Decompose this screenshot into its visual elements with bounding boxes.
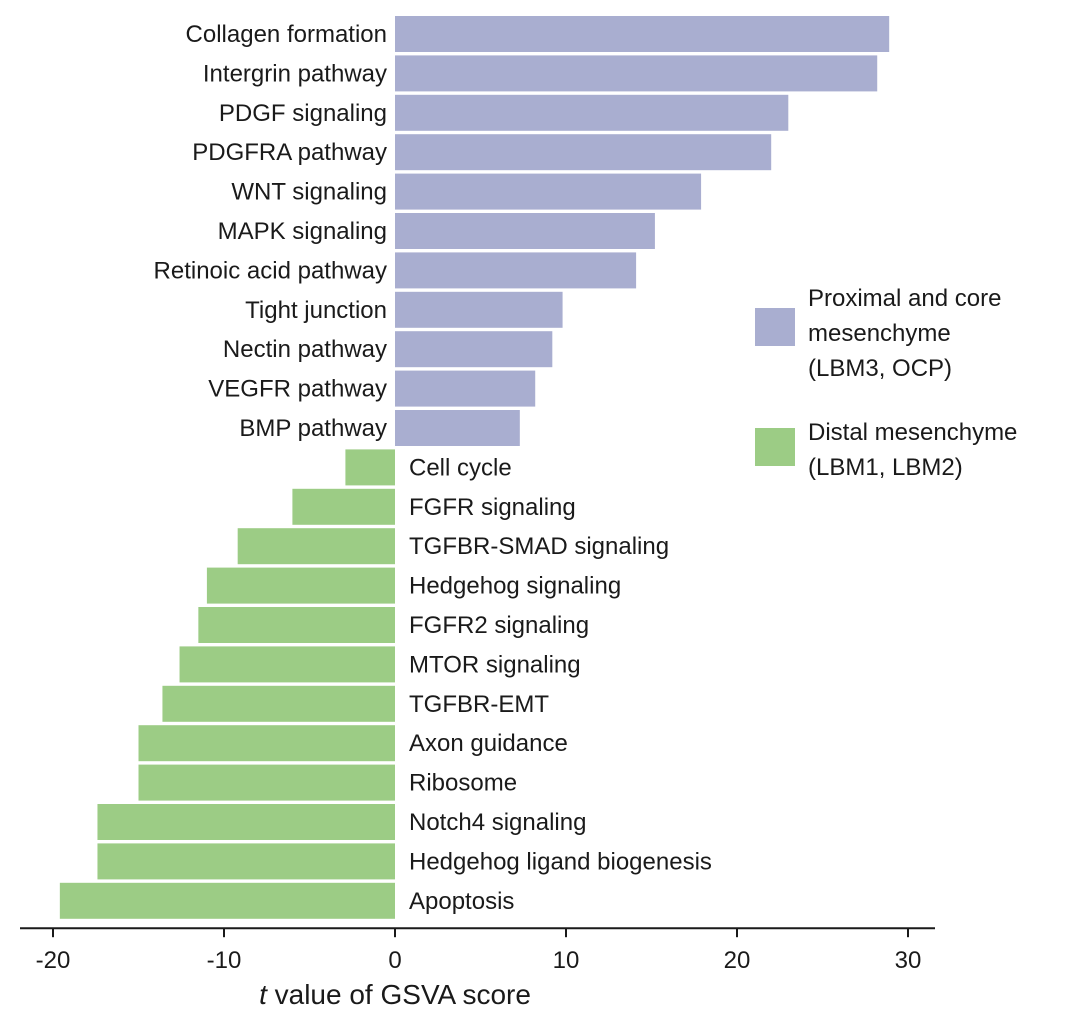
category-label-ribosome: Ribosome bbox=[409, 770, 517, 797]
legend-label-distal: (LBM1, LBM2) bbox=[808, 454, 963, 481]
category-label-fgfr-signaling: FGFR signaling bbox=[409, 494, 576, 521]
x-axis: -20 -10 0 10 20 30 bbox=[20, 927, 935, 974]
x-tick-label: -20 bbox=[36, 947, 71, 974]
bars-group bbox=[59, 16, 890, 919]
category-label-notch4-signaling: Notch4 signaling bbox=[409, 809, 586, 836]
bar-tight-junction bbox=[395, 291, 563, 328]
category-label-apoptosis: Apoptosis bbox=[409, 888, 514, 915]
bar-retinoic-acid-pathway bbox=[395, 252, 637, 289]
bar-ribosome bbox=[138, 764, 395, 801]
x-tick-label: 30 bbox=[895, 947, 922, 974]
bar-cell-cycle bbox=[345, 449, 395, 486]
legend-label-proximal: mesenchyme bbox=[808, 320, 951, 347]
bar-axon-guidance bbox=[138, 725, 395, 762]
x-tick-label: 0 bbox=[388, 947, 401, 974]
bar-tgfbr-emt bbox=[162, 685, 395, 722]
bar-collagen-formation bbox=[395, 16, 890, 52]
legend-swatch-proximal bbox=[755, 308, 795, 346]
category-label-fgfr2-signaling: FGFR2 signaling bbox=[409, 612, 589, 639]
bar-tgfbr-smad-signaling bbox=[237, 528, 395, 565]
legend-swatch-distal bbox=[755, 428, 795, 466]
bar-intergrin-pathway bbox=[395, 55, 878, 92]
x-axis-title-rest: value of GSVA score bbox=[267, 979, 531, 1010]
category-label-pdgfra-pathway: PDGFRA pathway bbox=[192, 139, 387, 166]
bar-fgfr-signaling bbox=[292, 488, 395, 525]
category-label-bmp-pathway: BMP pathway bbox=[239, 415, 387, 442]
bar-mtor-signaling bbox=[179, 646, 395, 683]
bar-pdgf-signaling bbox=[395, 94, 789, 131]
bar-bmp-pathway bbox=[395, 410, 520, 446]
category-label-hedgehog-ligand-biogenesis: Hedgehog ligand biogenesis bbox=[409, 848, 712, 875]
category-label-mapk-signaling: MAPK signaling bbox=[218, 218, 387, 245]
legend-label-proximal: Proximal and core bbox=[808, 285, 1001, 312]
category-label-pdgf-signaling: PDGF signaling bbox=[219, 100, 387, 127]
category-label-collagen-formation: Collagen formation bbox=[186, 21, 387, 48]
category-label-retinoic-acid-pathway: Retinoic acid pathway bbox=[154, 257, 387, 284]
bar-fgfr2-signaling bbox=[198, 607, 395, 643]
legend-label-proximal: (LBM3, OCP) bbox=[808, 355, 952, 382]
x-tick-label: 10 bbox=[553, 947, 580, 974]
bar-hedgehog-signaling bbox=[206, 567, 395, 604]
legend-label-distal: Distal mesenchyme bbox=[808, 419, 1017, 446]
category-label-nectin-pathway: Nectin pathway bbox=[223, 336, 387, 363]
category-label-tgfbr-smad-signaling: TGFBR-SMAD signaling bbox=[409, 533, 669, 560]
category-label-cell-cycle: Cell cycle bbox=[409, 454, 512, 481]
legend: Proximal and core mesenchyme (LBM3, OCP) Di… bbox=[755, 285, 1017, 481]
category-label-vegfr-pathway: VEGFR pathway bbox=[208, 376, 387, 403]
x-tick-label: 20 bbox=[724, 947, 751, 974]
category-label-intergrin-pathway: Intergrin pathway bbox=[203, 60, 387, 87]
bar-apoptosis bbox=[59, 882, 396, 919]
bar-pdgfra-pathway bbox=[395, 134, 772, 171]
category-label-wnt-signaling: WNT signaling bbox=[231, 179, 387, 206]
bar-nectin-pathway bbox=[395, 331, 553, 368]
category-label-mtor-signaling: MTOR signaling bbox=[409, 651, 581, 678]
category-label-tgfbr-emt: TGFBR-EMT bbox=[409, 691, 549, 718]
x-axis-title-italic: t bbox=[259, 979, 268, 1010]
x-axis-title: t value of GSVA score bbox=[259, 979, 531, 1010]
x-tick-label: -10 bbox=[207, 947, 242, 974]
category-label-hedgehog-signaling: Hedgehog signaling bbox=[409, 573, 621, 600]
bar-hedgehog-ligand-biogenesis bbox=[97, 843, 396, 880]
category-labels: Collagen formation Intergrin pathway PDGF … bbox=[154, 21, 712, 915]
bar-vegfr-pathway bbox=[395, 370, 536, 407]
bar-mapk-signaling bbox=[395, 213, 655, 249]
category-label-tight-junction: Tight junction bbox=[245, 297, 387, 324]
category-label-axon-guidance: Axon guidance bbox=[409, 730, 568, 757]
bar-wnt-signaling bbox=[395, 173, 702, 210]
bar-notch4-signaling bbox=[97, 804, 396, 840]
